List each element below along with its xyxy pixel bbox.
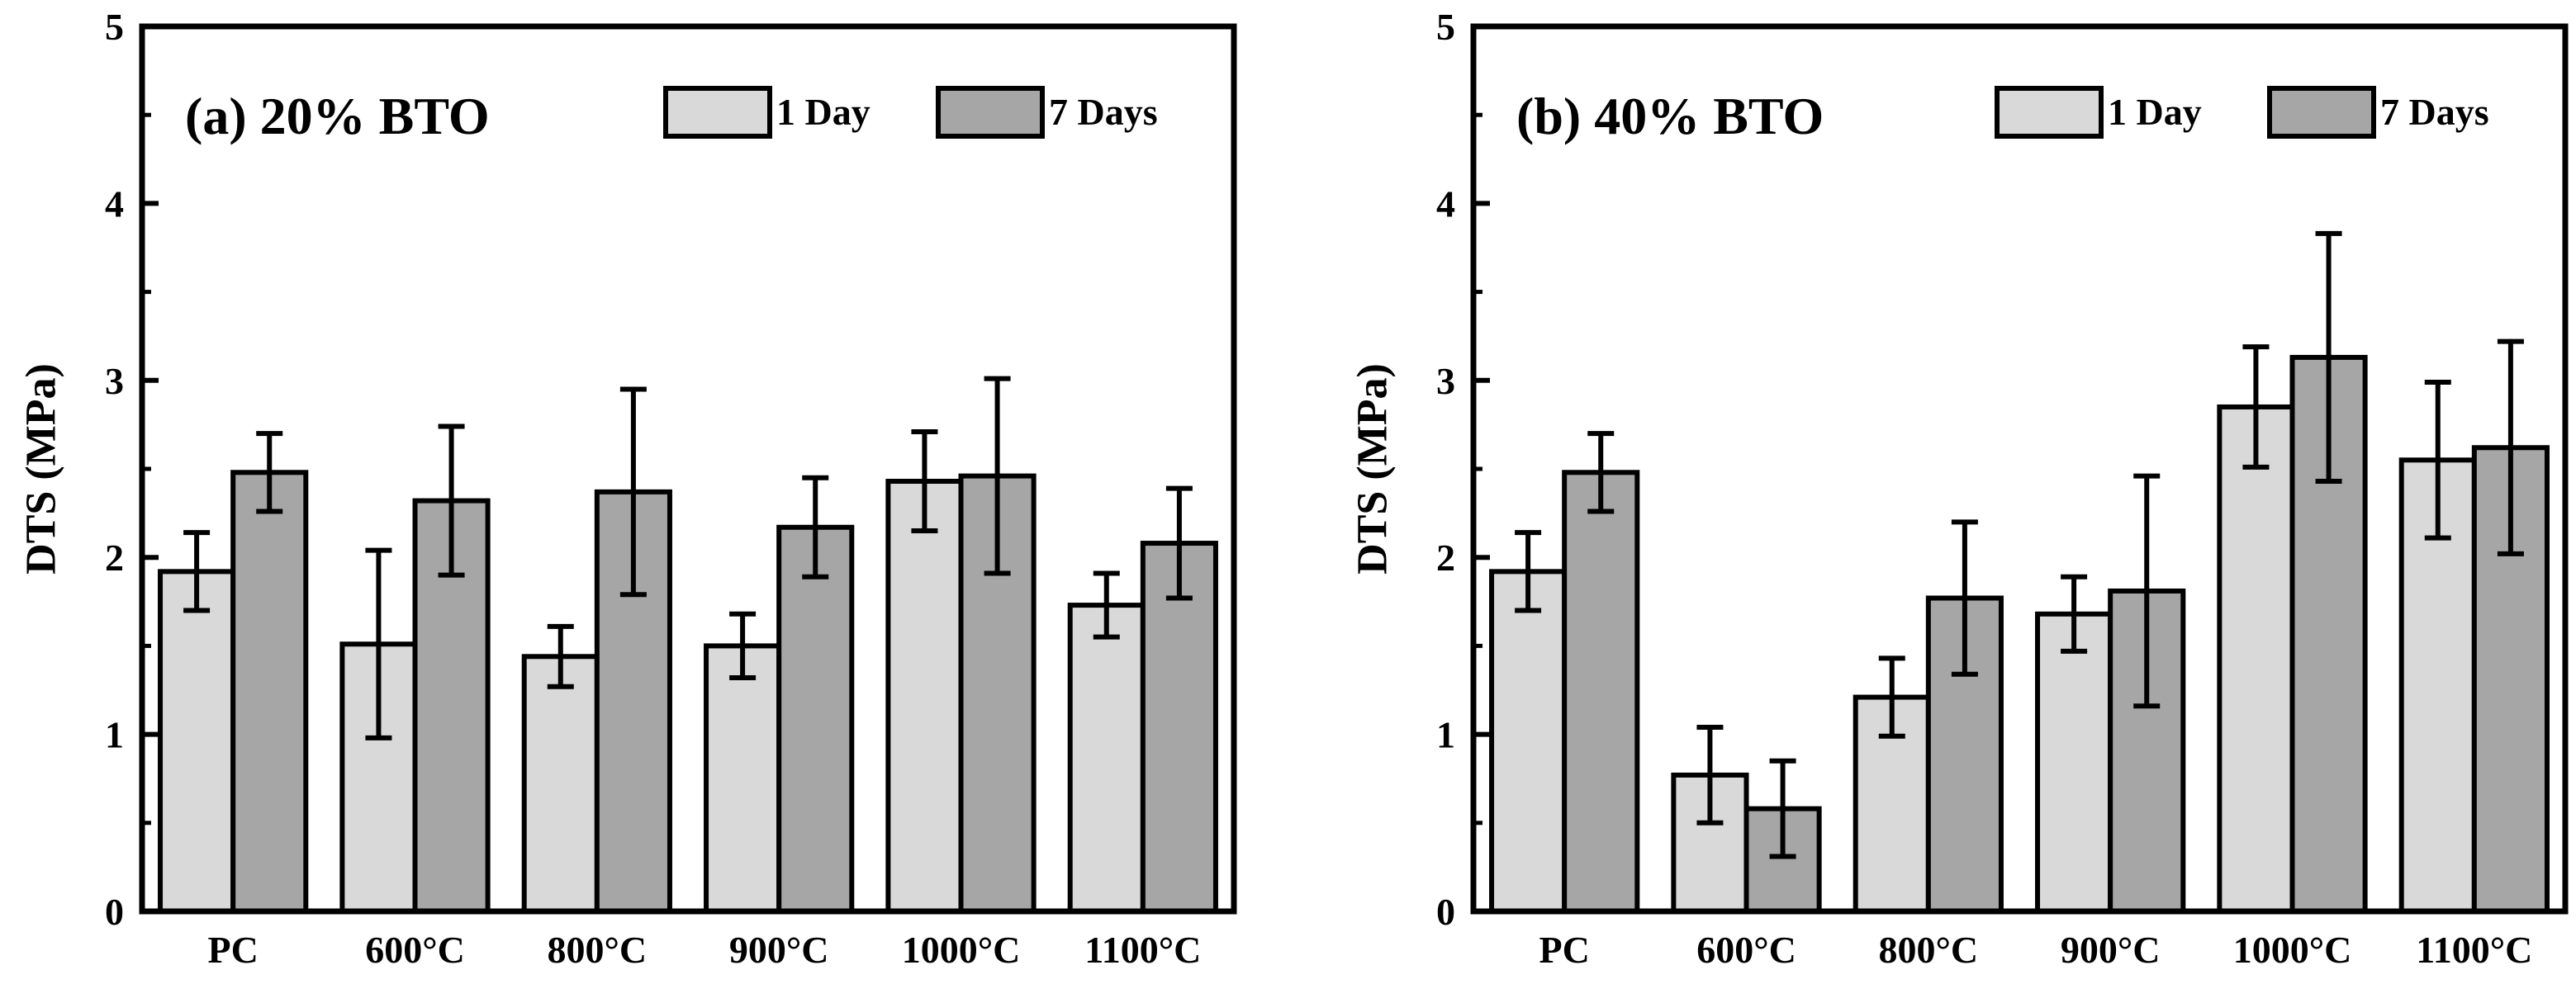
bar-day1-0 bbox=[1489, 569, 1568, 914]
legend-label-day7: 7 Days bbox=[1049, 91, 1158, 133]
error-bar-day1-0 bbox=[183, 530, 211, 613]
x-tick-label-5: 1100°C bbox=[2416, 929, 2532, 971]
y-tick-label-2: 2 bbox=[1436, 537, 1455, 579]
x-tick-label-0: PC bbox=[208, 929, 259, 971]
y-tick-label-1: 1 bbox=[105, 714, 124, 756]
x-tick-label-2: 800°C bbox=[548, 929, 648, 971]
error-bar-day1-4 bbox=[911, 428, 938, 534]
y-tick-label-5: 5 bbox=[1436, 6, 1455, 48]
error-bar-day1-2 bbox=[1878, 655, 1905, 739]
error-bar-day7-0 bbox=[1587, 431, 1615, 514]
bar-day1-2 bbox=[521, 654, 600, 914]
bar-day1-3 bbox=[704, 643, 782, 915]
error-bar-day7-2 bbox=[1951, 519, 1978, 677]
error-bar-day7-3 bbox=[2133, 473, 2161, 709]
legend: 1 Day 7 Days bbox=[1995, 86, 2489, 139]
bar-day7-0 bbox=[1562, 470, 1640, 914]
y-axis-title: DTS (MPa) bbox=[18, 363, 65, 575]
error-bar-day7-1 bbox=[438, 423, 465, 578]
y-tick-label-3: 3 bbox=[105, 360, 124, 402]
y-tick-label-5: 5 bbox=[105, 6, 124, 48]
legend-label-day1: 1 Day bbox=[2108, 91, 2202, 133]
error-bar-day1-2 bbox=[547, 623, 574, 689]
error-bar-day1-0 bbox=[1515, 530, 1542, 613]
y-tick-label-4: 4 bbox=[1436, 182, 1455, 225]
y-tick-label-1: 1 bbox=[1436, 714, 1455, 756]
bar-day1-0 bbox=[158, 569, 236, 914]
bar-day1-5 bbox=[1067, 603, 1146, 914]
error-bar-day7-5 bbox=[2497, 338, 2524, 556]
bar-day1-3 bbox=[2035, 611, 2113, 914]
x-tick-label-1: 600°C bbox=[365, 929, 465, 971]
panel-a: 0 1 2 3 4 5 PC 600°C 800°C 900°C 1000°C 1100°C DTS (… bbox=[18, 6, 1237, 971]
error-bar-day1-4 bbox=[2242, 344, 2270, 470]
error-bar-day1-1 bbox=[1696, 725, 1724, 826]
y-tick-label-3: 3 bbox=[1436, 360, 1455, 402]
bar-day1-4 bbox=[2217, 404, 2295, 914]
error-bar-day1-5 bbox=[1093, 570, 1120, 640]
x-tick-label-1: 600°C bbox=[1696, 929, 1796, 971]
error-bar-day7-3 bbox=[802, 475, 829, 580]
panel-b: 0 1 2 3 4 5 PC 600°C 800°C 900°C 1000°C 1100°C DTS (… bbox=[1350, 6, 2569, 971]
x-tick-label-5: 1100°C bbox=[1084, 929, 1201, 971]
y-axis-title: DTS (MPa) bbox=[1350, 363, 1397, 575]
x-tick-label-4: 1000°C bbox=[902, 929, 1021, 971]
bar-day1-4 bbox=[885, 479, 964, 914]
bar-day7-3 bbox=[776, 524, 855, 914]
error-bar-day7-4 bbox=[984, 376, 1011, 576]
legend-swatch-day7 bbox=[936, 86, 1045, 139]
error-bar-day7-0 bbox=[256, 431, 283, 514]
panel-title: (a) 20% BTO bbox=[185, 87, 490, 145]
y-tick-label-0: 0 bbox=[105, 891, 124, 933]
panel-title: (b) 40% BTO bbox=[1516, 87, 1824, 145]
error-bar-day1-1 bbox=[365, 547, 392, 740]
x-tick-label-0: PC bbox=[1539, 929, 1590, 971]
y-tick-label-0: 0 bbox=[1436, 891, 1455, 933]
x-tick-label-2: 800°C bbox=[1879, 929, 1979, 971]
bar-day7-4 bbox=[2289, 354, 2368, 915]
legend-swatch-day1 bbox=[663, 86, 772, 139]
error-bar-day7-2 bbox=[619, 386, 647, 598]
error-bar-day1-3 bbox=[729, 611, 757, 680]
legend-label-day1: 1 Day bbox=[776, 91, 871, 133]
legend-swatch-day1 bbox=[1995, 86, 2104, 139]
error-bar-day1-5 bbox=[2424, 379, 2451, 541]
x-tick-label-3: 900°C bbox=[729, 929, 829, 971]
y-tick-label-2: 2 bbox=[105, 537, 124, 579]
error-bar-day7-4 bbox=[2315, 230, 2342, 485]
error-bar-day7-5 bbox=[1165, 485, 1193, 601]
x-tick-label-3: 900°C bbox=[2061, 929, 2161, 971]
x-tick-label-4: 1000°C bbox=[2233, 929, 2352, 971]
legend-swatch-day7 bbox=[2267, 86, 2376, 139]
bar-day7-5 bbox=[1140, 541, 1218, 914]
error-bar-day7-1 bbox=[1769, 758, 1796, 859]
legend: 1 Day 7 Days bbox=[663, 86, 1158, 139]
bar-day7-0 bbox=[230, 470, 309, 914]
error-bar-day1-3 bbox=[2061, 574, 2088, 654]
legend-label-day7: 7 Days bbox=[2380, 91, 2489, 133]
y-tick-label-4: 4 bbox=[105, 182, 124, 225]
